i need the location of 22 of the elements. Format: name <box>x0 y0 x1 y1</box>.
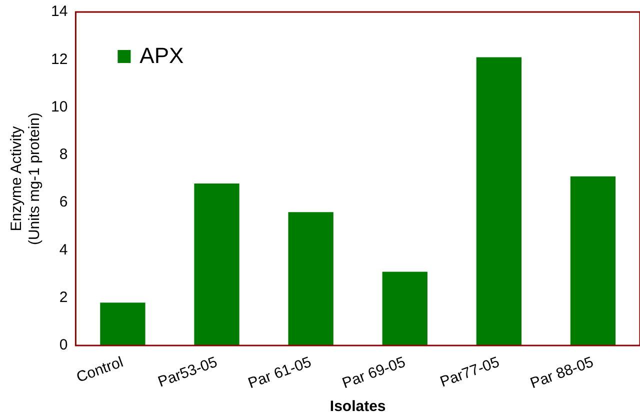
x-tick-label: Par 61-05 <box>246 354 314 392</box>
x-axis-title: Isolates <box>330 398 386 416</box>
bar <box>100 302 146 346</box>
y-tick-label: 10 <box>50 98 68 116</box>
bar <box>476 57 522 346</box>
bar <box>570 176 616 346</box>
text: (Units mg-1 protein) <box>26 112 44 246</box>
bar <box>288 212 334 346</box>
y-tick-label: 12 <box>50 50 68 68</box>
y-tick-label: 6 <box>59 194 68 211</box>
y-tick-label: 4 <box>59 241 68 258</box>
y-tick-label: 8 <box>59 146 68 164</box>
bar <box>382 272 428 346</box>
y-tick-label: 14 <box>50 3 68 20</box>
bar <box>194 184 240 346</box>
y-tick-label: 2 <box>59 289 68 306</box>
text: Enzyme Activity <box>8 126 26 232</box>
x-tick-label: Par 69-05 <box>340 354 408 392</box>
x-tick-label: Control <box>74 354 126 386</box>
x-tick-label: Par 88-05 <box>528 354 596 392</box>
y-tick-label: 0 <box>59 336 68 354</box>
legend-label: APX <box>140 43 184 68</box>
